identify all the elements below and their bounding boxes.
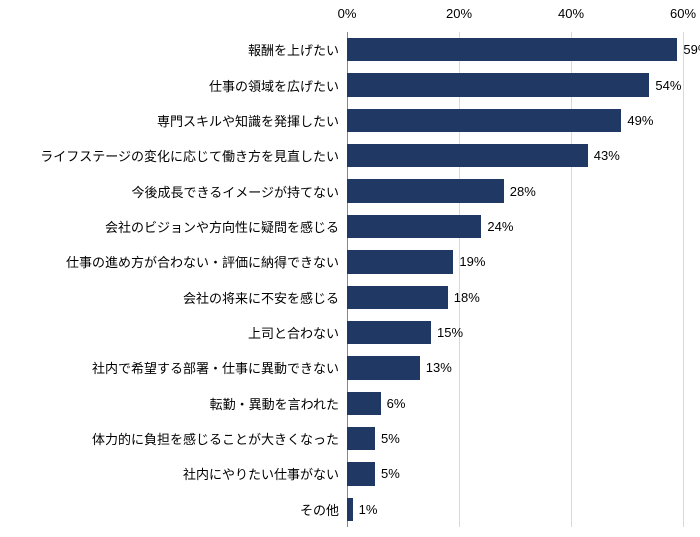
bar-row: 社内にやりたい仕事がない5% <box>347 456 683 491</box>
bar <box>347 427 375 450</box>
value-label: 13% <box>426 350 452 385</box>
x-axis-tick-label: 0% <box>338 6 357 21</box>
bar-row: 転勤・異動を言われた6% <box>347 386 683 421</box>
value-label: 18% <box>454 280 480 315</box>
bar <box>347 215 481 238</box>
bar-row: 今後成長できるイメージが持てない28% <box>347 173 683 208</box>
bar <box>347 356 420 379</box>
bar-row: 体力的に負担を感じることが大きくなった5% <box>347 421 683 456</box>
value-label: 28% <box>510 173 536 208</box>
x-axis-tick-label: 40% <box>558 6 584 21</box>
category-label: 専門スキルや知識を発揮したい <box>0 103 339 138</box>
bar <box>347 144 588 167</box>
value-label: 5% <box>381 456 400 491</box>
value-label: 24% <box>487 209 513 244</box>
bar <box>347 109 621 132</box>
bar-row: 社内で希望する部署・仕事に異動できない13% <box>347 350 683 385</box>
category-label: 仕事の進め方が合わない・評価に納得できない <box>0 244 339 279</box>
bar <box>347 321 431 344</box>
bar-row: 会社のビジョンや方向性に疑問を感じる24% <box>347 209 683 244</box>
bar-row: その他1% <box>347 492 683 527</box>
value-label: 6% <box>387 386 406 421</box>
bar <box>347 179 504 202</box>
category-label: 社内にやりたい仕事がない <box>0 456 339 491</box>
category-label: 会社の将来に不安を感じる <box>0 280 339 315</box>
x-axis-tick-label: 20% <box>446 6 472 21</box>
bar <box>347 73 649 96</box>
category-label: その他 <box>0 492 339 527</box>
category-label: 上司と合わない <box>0 315 339 350</box>
category-label: 転勤・異動を言われた <box>0 386 339 421</box>
value-label: 49% <box>627 103 653 138</box>
value-label: 59% <box>683 32 700 67</box>
bar-row: 仕事の領域を広げたい54% <box>347 67 683 102</box>
bar <box>347 498 353 521</box>
bar <box>347 392 381 415</box>
bar-row: ライフステージの変化に応じて働き方を見直したい43% <box>347 138 683 173</box>
bar-row: 仕事の進め方が合わない・評価に納得できない19% <box>347 244 683 279</box>
bar-row: 会社の将来に不安を感じる18% <box>347 280 683 315</box>
value-label: 15% <box>437 315 463 350</box>
bar <box>347 286 448 309</box>
category-label: 会社のビジョンや方向性に疑問を感じる <box>0 209 339 244</box>
value-label: 19% <box>459 244 485 279</box>
bar <box>347 38 677 61</box>
value-label: 1% <box>359 492 378 527</box>
x-axis-tick-label: 60% <box>670 6 696 21</box>
category-label: 報酬を上げたい <box>0 32 339 67</box>
category-label: 体力的に負担を感じることが大きくなった <box>0 421 339 456</box>
value-label: 54% <box>655 67 681 102</box>
value-label: 43% <box>594 138 620 173</box>
category-label: 今後成長できるイメージが持てない <box>0 173 339 208</box>
bar <box>347 250 453 273</box>
bar <box>347 462 375 485</box>
value-label: 5% <box>381 421 400 456</box>
bar-row: 上司と合わない15% <box>347 315 683 350</box>
category-label: ライフステージの変化に応じて働き方を見直したい <box>0 138 339 173</box>
category-label: 仕事の領域を広げたい <box>0 67 339 102</box>
grid-line <box>683 32 684 527</box>
category-label: 社内で希望する部署・仕事に異動できない <box>0 350 339 385</box>
bar-row: 報酬を上げたい59% <box>347 32 683 67</box>
x-axis-labels: 0%20%40%60% <box>347 6 683 26</box>
bar-row: 専門スキルや知識を発揮したい49% <box>347 103 683 138</box>
plot-area: 報酬を上げたい59%仕事の領域を広げたい54%専門スキルや知識を発揮したい49%… <box>347 32 683 527</box>
horizontal-bar-chart: 0%20%40%60% 報酬を上げたい59%仕事の領域を広げたい54%専門スキル… <box>0 0 700 537</box>
